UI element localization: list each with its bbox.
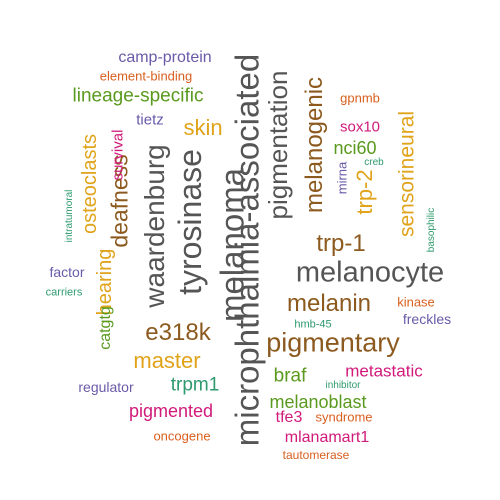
word-inhibitor: inhibitor [325, 381, 360, 391]
word-e318k: e318k [145, 321, 210, 345]
word-basophilic: basophilic [427, 208, 437, 252]
word-regulator: regulator [78, 380, 133, 394]
word-nci60: nci60 [333, 139, 376, 157]
word-waardenburg: waardenburg [141, 144, 169, 307]
word-tietz: tietz [136, 113, 164, 128]
word-melanoma: melanoma [216, 168, 249, 322]
word-pigmented: pigmented [129, 402, 213, 420]
word-hmb-45: hmb-45 [294, 320, 331, 331]
word-catgtg: catgtg [98, 306, 114, 350]
word-melanin: melanin [287, 292, 371, 316]
word-metastatic: metastatic [345, 363, 422, 380]
word-camp-protein: camp-protein [118, 50, 211, 66]
word-gpnmb: gpnmb [340, 92, 380, 105]
word-oncogene: oncogene [153, 430, 210, 443]
word-trp-2: trp-2 [354, 169, 376, 214]
word-survival: survival [111, 130, 126, 181]
word-skin: skin [183, 117, 222, 139]
word-creb: creb [364, 158, 383, 168]
word-master: master [133, 350, 200, 372]
word-mirna: mirna [336, 162, 349, 195]
word-trp-1: trp-1 [316, 232, 365, 256]
word-melanocyte: melanocyte [296, 259, 444, 288]
word-tyrosinase: tyrosinase [174, 149, 206, 295]
word-pigmentary: pigmentary [266, 330, 400, 357]
word-tfe3: tfe3 [276, 410, 303, 426]
word-melanogenic: melanogenic [303, 77, 327, 213]
word-syndrome: syndrome [315, 411, 372, 424]
word-pigmentation: pigmentation [265, 71, 291, 220]
word-sensorineural: sensorineural [397, 111, 418, 237]
word-sox10: sox10 [340, 120, 380, 135]
word-element-binding: element-binding [100, 70, 193, 83]
word-carriers: carriers [46, 288, 83, 299]
word-kinase: kinase [397, 296, 435, 309]
word-mlanamart1: mlanamart1 [285, 430, 369, 446]
word-factor: factor [49, 265, 84, 279]
word-freckles: freckles [403, 312, 451, 326]
word-tautomerase: tautomerase [283, 449, 350, 461]
word-intratumoral: intratumoral [65, 190, 75, 243]
word-braf: braf [274, 367, 307, 386]
word-trpm1: trpm1 [171, 376, 220, 395]
word-osteoclasts: osteoclasts [80, 134, 100, 234]
word-lineage-specific: lineage-specific [73, 87, 204, 106]
